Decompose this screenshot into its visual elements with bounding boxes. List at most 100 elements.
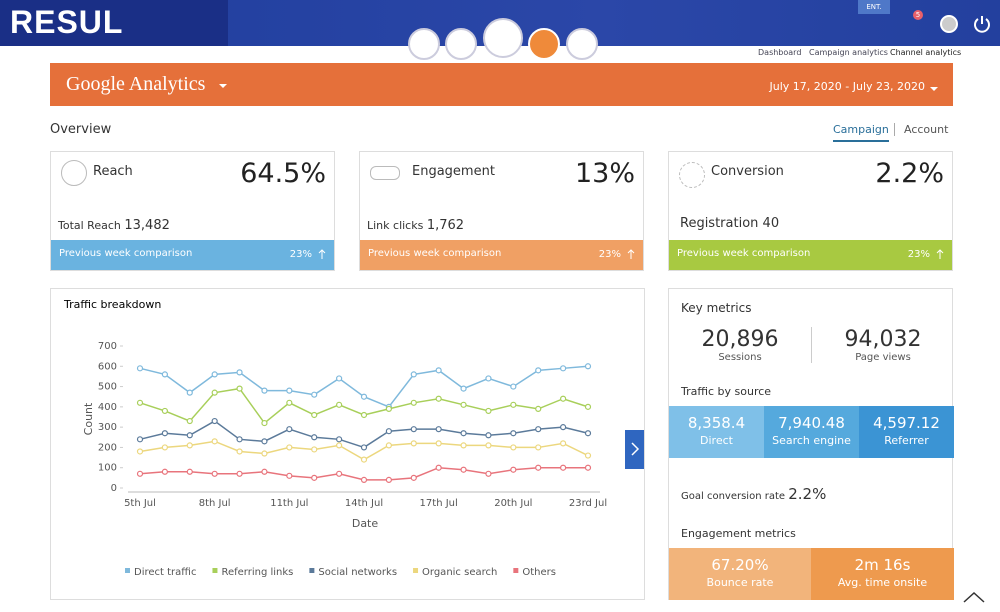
comparison-bar: Previous week comparison 23% xyxy=(51,240,334,270)
data-point xyxy=(261,387,268,394)
breadcrumb[interactable]: Dashboard xyxy=(758,48,802,57)
nav-analytics[interactable] xyxy=(528,28,560,60)
banner: Google Analytics July 17, 2020 - July 23… xyxy=(50,63,953,106)
label: Bounce rate xyxy=(706,576,774,589)
total: 20,896 Sessions xyxy=(669,327,811,363)
data-point xyxy=(510,444,517,451)
data-point xyxy=(360,444,368,451)
goal: Goal conversion rate 2.2% xyxy=(681,485,826,503)
change: 23% xyxy=(598,249,621,260)
data-point xyxy=(584,403,592,410)
metric-label: Total Reach 13,482 xyxy=(58,218,170,233)
label: Direct xyxy=(700,434,733,447)
value: 8,358.4 xyxy=(687,414,746,432)
date-range[interactable]: July 17, 2020 - July 23, 2020 xyxy=(769,80,926,93)
data-point xyxy=(211,470,218,477)
notification-count[interactable]: 5 xyxy=(913,10,923,20)
x-tick-label: 20th Jul xyxy=(494,498,532,509)
kpi-card: Conversion 2.2% Registration 40 Previous… xyxy=(668,151,953,271)
nav-audience[interactable] xyxy=(408,28,440,60)
data-point xyxy=(261,438,268,445)
data-point xyxy=(311,474,318,481)
legend-label: Organic search xyxy=(422,567,497,578)
data-point xyxy=(211,389,218,396)
chart-title: Traffic breakdown xyxy=(63,298,161,311)
data-point xyxy=(385,442,392,449)
legend-marker xyxy=(413,568,419,573)
data-point xyxy=(460,442,467,449)
y-tick-label: 500 xyxy=(98,382,117,393)
label: Sessions xyxy=(718,352,762,363)
data-point xyxy=(186,468,193,475)
source-tile: 7,940.48 Search engine xyxy=(764,406,859,458)
label: Previous week comparison xyxy=(677,248,811,259)
card-title: Reach xyxy=(93,164,133,179)
data-point xyxy=(161,430,168,437)
data-point xyxy=(236,436,243,443)
data-point xyxy=(485,470,492,477)
data-point xyxy=(435,367,442,374)
legend-label: Social networks xyxy=(318,567,397,578)
data-point xyxy=(560,440,567,447)
value: 2.2% xyxy=(788,485,827,503)
data-point xyxy=(535,426,542,433)
value: 7,940.48 xyxy=(778,414,845,432)
x-axis-label: Date xyxy=(352,517,379,530)
value: 67.20% xyxy=(711,556,769,574)
data-point xyxy=(435,395,442,402)
y-tick-label: 400 xyxy=(98,402,117,413)
label: Previous week comparison xyxy=(368,248,502,259)
comparison-bar: Previous week comparison 23% xyxy=(360,240,643,270)
scroll-top[interactable] xyxy=(962,590,986,604)
data-point xyxy=(161,468,168,475)
data-point xyxy=(311,391,318,398)
data-point xyxy=(336,401,343,408)
y-tick-label: 100 xyxy=(98,463,117,474)
data-point xyxy=(584,452,592,459)
data-point xyxy=(336,470,343,477)
data-point xyxy=(186,442,193,449)
x-tick-label: 8th Jul xyxy=(199,498,231,509)
nav-settings[interactable] xyxy=(566,28,598,60)
data-point xyxy=(510,383,517,390)
data-point xyxy=(186,432,193,439)
data-point xyxy=(136,399,144,406)
data-point xyxy=(286,472,293,479)
badge: ENT. xyxy=(858,0,890,14)
data-point xyxy=(211,438,218,445)
data-point xyxy=(336,375,343,382)
data-point xyxy=(560,424,567,431)
source-tile: 8,358.4 Direct xyxy=(669,406,764,458)
value: 20,896 xyxy=(701,327,779,352)
avatar[interactable] xyxy=(940,15,958,33)
data-point xyxy=(311,411,318,419)
legend-label: Others xyxy=(522,567,556,578)
breadcrumb[interactable]: Campaign analytics xyxy=(809,48,888,57)
data-point xyxy=(510,466,517,473)
data-point xyxy=(410,440,417,447)
nav-performance[interactable] xyxy=(483,18,523,58)
label: Search engine xyxy=(772,434,851,447)
metric-label: Link clicks 1,762 xyxy=(367,218,464,233)
data-point xyxy=(336,442,343,449)
arrow-up xyxy=(936,249,944,259)
next-button[interactable] xyxy=(625,430,645,469)
tab[interactable]: Account xyxy=(894,123,948,136)
data-point xyxy=(410,399,417,406)
data-point xyxy=(485,375,492,382)
nav-campaign[interactable] xyxy=(445,28,477,60)
data-point xyxy=(510,401,517,408)
arrow-up xyxy=(627,249,635,259)
dropdown-arrow[interactable] xyxy=(218,83,228,89)
data-point xyxy=(360,411,368,419)
value: 40 xyxy=(762,216,780,231)
y-tick-label: 200 xyxy=(98,442,117,453)
power-button[interactable] xyxy=(972,14,992,34)
data-point xyxy=(136,448,144,455)
x-tick-label: 17th Jul xyxy=(420,498,458,509)
section-title: Engagement metrics xyxy=(681,527,796,540)
data-point xyxy=(136,436,144,443)
tab-active[interactable]: Campaign xyxy=(833,123,889,142)
comparison-bar: Previous week comparison 23% xyxy=(669,240,952,270)
